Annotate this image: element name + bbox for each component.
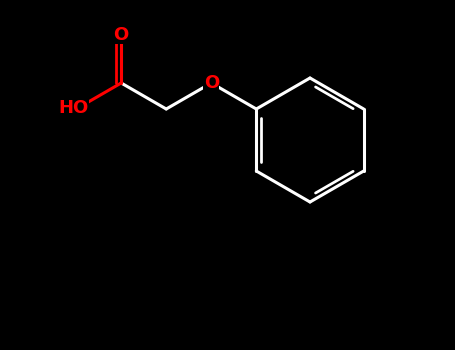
FancyBboxPatch shape [59, 99, 89, 117]
Text: HO: HO [59, 99, 89, 117]
FancyBboxPatch shape [113, 26, 129, 44]
Text: O: O [114, 26, 129, 44]
Text: O: O [204, 74, 219, 92]
FancyBboxPatch shape [203, 74, 219, 92]
